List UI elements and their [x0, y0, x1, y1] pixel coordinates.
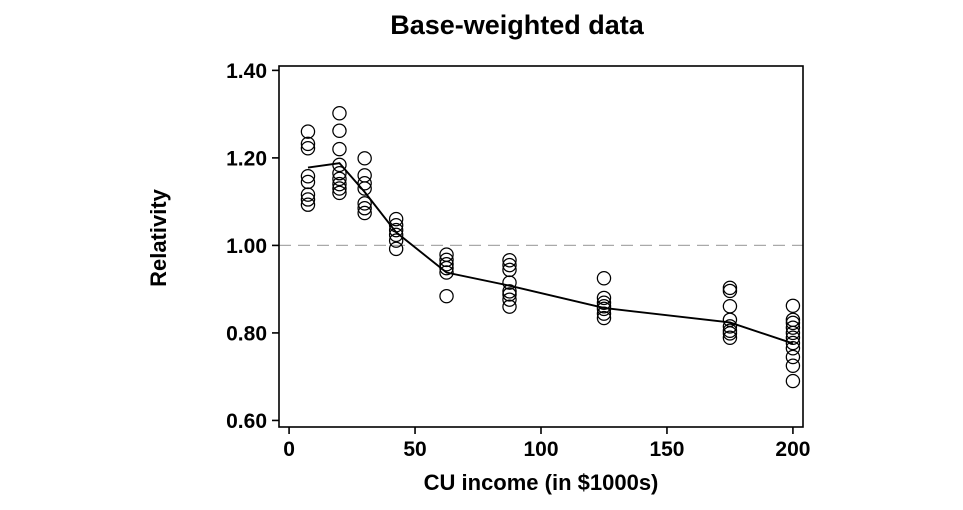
data-point	[596, 290, 612, 306]
x-tick-label: 150	[649, 438, 684, 461]
data-point	[332, 157, 347, 173]
data-point	[722, 319, 738, 334]
mean-line	[307, 162, 794, 345]
data-point	[388, 222, 404, 238]
data-point	[357, 176, 372, 191]
data-point	[300, 141, 316, 156]
data-point	[439, 288, 454, 304]
data-point	[502, 253, 517, 268]
data-point	[439, 265, 454, 280]
data-point	[785, 330, 801, 345]
data-point	[722, 326, 738, 341]
chart-title: Base-weighted data	[390, 10, 644, 40]
x-tick-label: 0	[283, 438, 295, 461]
y-tick-label: 0.80	[226, 322, 267, 345]
y-tick-label: 1.00	[226, 235, 267, 258]
data-point	[785, 325, 801, 341]
data-point	[300, 136, 316, 152]
data-point	[502, 287, 517, 302]
data-point	[388, 227, 404, 243]
data-point	[722, 280, 738, 296]
y-tick-label: 0.60	[226, 410, 267, 433]
data-point	[357, 200, 372, 216]
data-point	[332, 106, 347, 121]
data-point	[502, 299, 517, 314]
data-point	[332, 123, 347, 138]
data-point	[388, 218, 404, 233]
data-point	[357, 196, 372, 211]
data-point	[332, 176, 347, 192]
y-tick-label: 1.20	[226, 147, 267, 170]
data-point	[300, 174, 316, 190]
data-point	[785, 298, 801, 314]
data-point	[357, 151, 372, 166]
plot-box	[278, 65, 804, 428]
data-point	[596, 270, 612, 286]
data-point	[300, 187, 316, 202]
data-point	[502, 284, 517, 299]
data-point	[300, 169, 316, 184]
x-tick-label: 50	[403, 438, 426, 461]
data-point	[596, 301, 612, 317]
data-point	[300, 197, 316, 212]
data-point	[332, 181, 347, 196]
data-point	[722, 283, 738, 299]
data-point	[785, 320, 801, 335]
data-point	[439, 260, 454, 276]
data-point	[785, 335, 801, 351]
data-point	[596, 310, 612, 326]
data-point	[388, 211, 404, 227]
data-point	[785, 358, 801, 373]
data-point	[300, 124, 316, 139]
data-point	[357, 205, 372, 221]
data-point	[357, 168, 372, 183]
x-axis-title: CU income (in $1000s)	[423, 470, 659, 495]
y-tick-label: 1.40	[226, 60, 267, 83]
data-point	[300, 192, 316, 207]
x-tick-label: 100	[523, 438, 558, 461]
data-point	[357, 181, 372, 196]
data-point	[332, 141, 347, 157]
data-point	[332, 185, 347, 201]
data-point	[785, 373, 801, 389]
x-tick-label: 200	[775, 438, 810, 461]
data-point	[502, 257, 517, 273]
data-point	[785, 341, 801, 356]
data-point	[439, 256, 454, 272]
data-point	[722, 330, 738, 345]
data-point	[332, 171, 347, 187]
data-point	[596, 306, 612, 321]
data-point	[785, 315, 801, 331]
data-point	[388, 241, 404, 257]
data-point	[502, 292, 517, 307]
data-point	[785, 312, 801, 328]
data-point	[502, 275, 517, 290]
data-point	[332, 165, 347, 181]
data-point	[388, 233, 404, 248]
data-point	[722, 299, 738, 314]
data-point	[596, 295, 612, 310]
data-point	[785, 349, 801, 365]
